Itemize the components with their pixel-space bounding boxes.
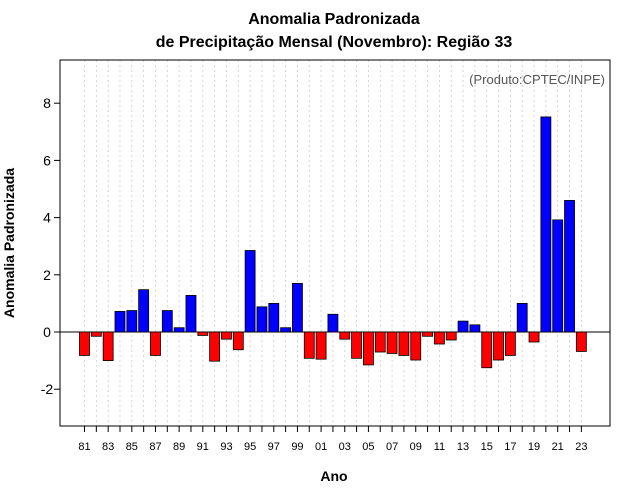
bar-19 [528,331,540,343]
x-tick-label: 83 [102,441,114,453]
bar-17 [504,331,516,356]
bar-99 [292,282,303,333]
x-tick-label: 93 [220,441,232,453]
bar-87 [150,331,161,356]
bar-07 [386,331,398,354]
x-axis-label: Ano [320,468,347,484]
bar-94 [232,331,244,351]
bar-97 [268,302,280,333]
x-axis: 81 83 85 87 89 91 93 95 97 99 01 03 05 07 09 11 13 15 17 19… [78,426,587,453]
x-tick-label: 17 [504,441,516,453]
bar-89 [173,327,185,333]
y-tick-label: 8 [43,95,51,111]
bar-01 [315,331,327,360]
y-axis-label: Anomalia Padronizada [1,168,17,318]
bar-06 [374,331,386,353]
bar-18 [516,302,528,333]
bar-88 [161,310,173,333]
x-tick-label: 97 [268,441,280,453]
x-tick-label: 01 [315,441,327,453]
vertical-gridlines [84,60,582,426]
chart-subtitle: de Precipitação Mensal (Novembro): Regiã… [156,34,513,51]
x-tick-label: 07 [386,441,398,453]
bar-21 [552,219,564,333]
bar-08 [398,331,410,356]
bar-10 [422,331,433,337]
bar-02 [327,313,339,333]
x-tick-label: 91 [197,441,209,453]
bar-16 [493,331,504,361]
x-tick-label: 03 [339,441,351,453]
bar-93 [221,331,232,340]
x-tick-label: 99 [291,441,303,453]
bar-95 [244,250,256,333]
x-tick-label: 95 [244,441,256,453]
bar-00 [303,331,315,359]
bar-15 [481,331,493,369]
bar-91 [197,331,209,336]
x-tick-label: 11 [434,441,445,453]
chart-title: Anomalia Padronizada [248,11,420,28]
x-tick-label: 89 [173,441,185,453]
credit-label: (Produto:CPTEC/INPE) [469,72,605,87]
bar-23 [575,331,587,352]
bars [79,116,587,369]
x-tick-label: 09 [410,441,422,453]
x-tick-label: 23 [575,441,587,453]
x-tick-label: 81 [78,441,90,453]
bar-92 [209,331,221,362]
plot-frame [59,59,611,427]
bar-13 [457,320,469,333]
y-axis: -2 0 2 4 6 8 [41,95,60,397]
y-tick-label: 0 [43,324,51,340]
y-tick-label: -2 [41,381,54,397]
bar-14 [469,324,481,333]
bar-03 [339,331,351,340]
x-tick-label: 19 [528,441,540,453]
bar-86 [138,289,150,333]
x-tick-label: 87 [149,441,161,453]
x-tick-label: 85 [126,441,138,453]
bar-20 [540,116,552,333]
bar-11 [433,331,445,345]
bar-85 [126,310,138,333]
bar-98 [280,327,292,333]
x-tick-label: 15 [481,441,493,453]
bar-82 [90,331,102,337]
x-tick-label: 05 [362,441,374,453]
y-tick-label: 4 [43,210,51,226]
bar-22 [564,200,575,333]
x-tick-label: 13 [457,441,469,453]
bar-84 [114,311,126,333]
y-tick-label: 6 [43,152,51,168]
bar-81 [79,331,90,356]
bar-96 [256,306,268,333]
bar-09 [410,331,422,361]
bar-04 [351,331,362,359]
x-tick-label: 21 [552,441,564,453]
bar-83 [102,331,114,362]
bar-05 [363,331,374,366]
bar-90 [185,294,197,333]
bar-12 [445,331,457,341]
y-tick-label: 2 [43,267,51,283]
